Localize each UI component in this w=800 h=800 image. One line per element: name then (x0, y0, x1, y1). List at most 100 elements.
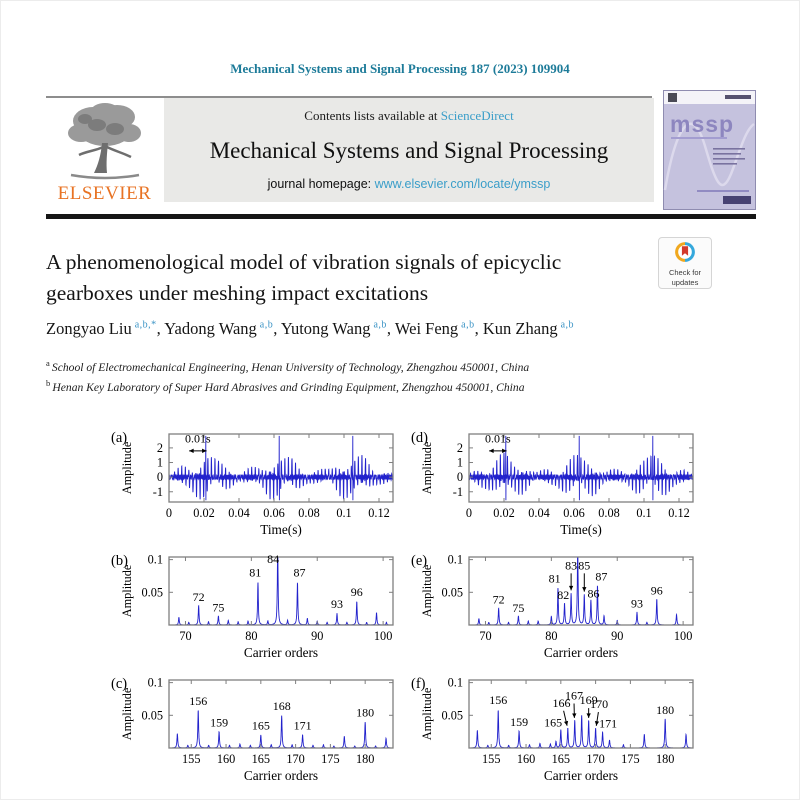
journal-citation: Mechanical Systems and Signal Processing… (230, 61, 570, 76)
journal-cover-thumbnail[interactable]: mssp (663, 90, 756, 210)
svg-text:0.1: 0.1 (148, 676, 163, 690)
svg-text:96: 96 (651, 583, 663, 597)
elsevier-wordmark: ELSEVIER (57, 183, 152, 204)
svg-text:100: 100 (374, 629, 392, 643)
svg-text:165: 165 (252, 719, 270, 733)
svg-text:-1: -1 (453, 485, 463, 499)
svg-text:171: 171 (294, 719, 312, 733)
header-top-rule (46, 96, 652, 98)
svg-text:70: 70 (479, 629, 491, 643)
subplot-b-spectrum: 70 80 90 100 0.05 0.1 Carrier orders Amplitude(… (111, 552, 394, 660)
svg-text:155: 155 (482, 752, 500, 766)
svg-text:155: 155 (182, 752, 200, 766)
author-name: Kun Zhang (482, 319, 558, 338)
svg-text:0.06: 0.06 (263, 506, 285, 520)
elsevier-tree-icon (67, 103, 141, 180)
svg-text:96: 96 (351, 585, 363, 599)
svg-text:87: 87 (293, 566, 305, 580)
author-name: Yadong Wang (164, 319, 257, 338)
svg-text:90: 90 (611, 629, 623, 643)
svg-text:-1: -1 (153, 485, 163, 499)
sciencedirect-link[interactable]: ScienceDirect (440, 108, 514, 123)
svg-text:72: 72 (493, 592, 505, 606)
svg-text:0.1: 0.1 (636, 506, 651, 520)
svg-text:Amplitude: Amplitude (420, 441, 434, 494)
svg-text:165: 165 (552, 752, 570, 766)
author-affiliation-sup: a,b,* (131, 319, 157, 331)
article-title: A phenomenological model of vibration si… (46, 250, 562, 305)
svg-text:87: 87 (595, 570, 607, 584)
svg-text:160: 160 (517, 752, 535, 766)
svg-text:Amplitude: Amplitude (120, 687, 134, 740)
svg-text:0.1: 0.1 (448, 676, 463, 690)
homepage-link[interactable]: www.elsevier.com/locate/ymssp (374, 177, 551, 191)
svg-text:(e): (e) (411, 553, 427, 569)
svg-text:180: 180 (656, 752, 674, 766)
svg-text:165: 165 (544, 715, 562, 729)
svg-text:(d): (d) (411, 430, 428, 446)
svg-text:180: 180 (356, 752, 374, 766)
svg-text:170: 170 (586, 752, 604, 766)
svg-text:85: 85 (578, 558, 590, 572)
svg-text:Amplitude: Amplitude (420, 687, 434, 740)
journal-banner: Contents lists available at ScienceDirec… (164, 98, 654, 202)
svg-text:90: 90 (311, 629, 323, 643)
check-badge-line1: Check for (668, 268, 702, 277)
journal-cover-art: mssp (663, 90, 756, 210)
svg-text:0.05: 0.05 (141, 708, 163, 722)
svg-text:(b): (b) (111, 553, 128, 569)
svg-text:165: 165 (252, 752, 270, 766)
svg-text:1: 1 (457, 456, 463, 470)
svg-text:70: 70 (179, 629, 191, 643)
author-affiliation-sup: a,b (256, 319, 274, 331)
svg-text:0.05: 0.05 (441, 585, 463, 599)
svg-text:84: 84 (267, 552, 279, 566)
svg-text:156: 156 (189, 694, 207, 708)
svg-text:0.08: 0.08 (298, 506, 320, 520)
homepage-line: journal homepage: www.elsevier.com/locat… (268, 177, 551, 191)
subplot-f-spectrum: 155 160 165 170 175 180 0.05 0.1 Carrier orders A… (411, 676, 694, 783)
svg-text:Carrier orders: Carrier orders (544, 645, 618, 660)
subplot-e-spectrum: 70 80 90 100 0.05 0.1 Carrier orders Amplitude(… (411, 553, 694, 660)
subplot-a-time-waveform: 0 0.02 0.04 0.06 0.08 0.1 0.12-1012Time(s)Ampl… (111, 430, 394, 537)
svg-text:170: 170 (590, 697, 608, 711)
contents-text: Contents lists available at (304, 108, 438, 123)
affiliations: a School of Electromechanical Engineerin… (46, 357, 736, 398)
svg-text:75: 75 (512, 601, 524, 615)
svg-text:81: 81 (249, 566, 261, 580)
svg-text:Amplitude: Amplitude (120, 441, 134, 494)
svg-text:86: 86 (588, 587, 600, 601)
svg-text:180: 180 (356, 706, 374, 720)
svg-text:72: 72 (193, 590, 205, 604)
elsevier-logo[interactable]: ELSEVIER (46, 99, 163, 205)
svg-text:0.08: 0.08 (598, 506, 620, 520)
svg-text:Time(s): Time(s) (260, 522, 302, 537)
crossmark-icon (675, 242, 695, 262)
check-for-updates-badge[interactable]: Check for updates (658, 237, 712, 289)
homepage-label: journal homepage: (267, 177, 372, 191)
svg-text:0.02: 0.02 (493, 506, 515, 520)
svg-text:0.06: 0.06 (563, 506, 585, 520)
svg-text:0.1: 0.1 (336, 506, 351, 520)
svg-text:168: 168 (273, 699, 291, 713)
author-name: Zongyao Liu (46, 319, 132, 338)
svg-text:Carrier orders: Carrier orders (244, 645, 318, 660)
svg-text:93: 93 (331, 597, 343, 611)
header-bottom-bar (46, 214, 756, 219)
svg-text:0.01s: 0.01s (485, 431, 511, 445)
svg-text:166: 166 (553, 696, 571, 710)
svg-text:0: 0 (457, 470, 463, 484)
svg-text:2: 2 (157, 441, 163, 455)
svg-text:93: 93 (631, 596, 643, 610)
svg-text:180: 180 (656, 703, 674, 717)
journal-header: ELSEVIER Contents lists available at Sci… (46, 90, 756, 220)
svg-text:0: 0 (466, 506, 472, 520)
svg-text:171: 171 (599, 717, 617, 731)
svg-text:0.04: 0.04 (228, 506, 250, 520)
svg-text:Amplitude: Amplitude (120, 564, 134, 617)
svg-text:Amplitude: Amplitude (420, 564, 434, 617)
svg-text:0.12: 0.12 (368, 506, 390, 520)
svg-text:82: 82 (557, 588, 569, 602)
subplot-c-spectrum: 155 160 165 170 175 180 0.05 0.1 Carrier orders A… (111, 676, 394, 783)
svg-text:80: 80 (245, 629, 257, 643)
